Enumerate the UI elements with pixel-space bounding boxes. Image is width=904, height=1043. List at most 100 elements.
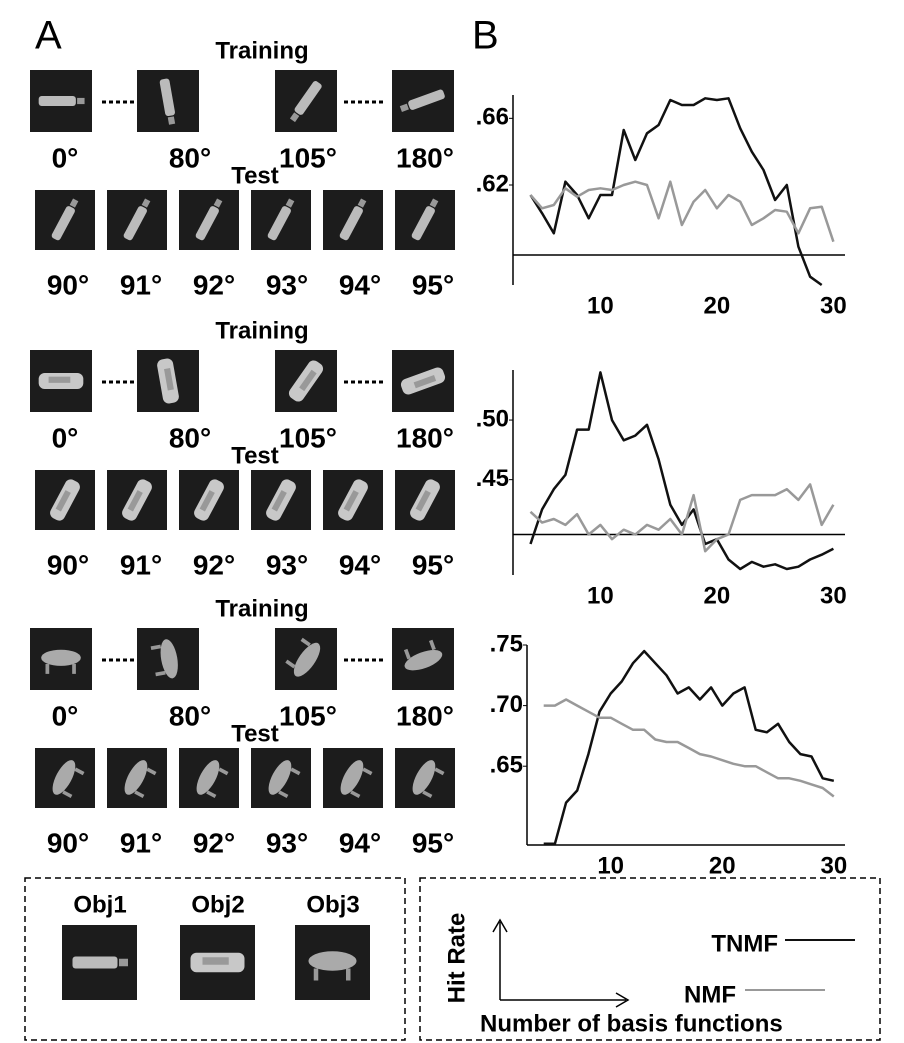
object-part (413, 375, 437, 389)
object-part (199, 490, 215, 512)
object-part (167, 116, 176, 125)
object-part (160, 639, 178, 679)
object-shape (410, 479, 440, 521)
angle-label: 180° (396, 422, 454, 453)
angle-label: 91° (120, 269, 162, 300)
object-part (119, 958, 128, 967)
series-line (543, 649, 835, 846)
object-shape (267, 198, 295, 241)
panel-label: B (472, 14, 499, 58)
angle-label: 105° (279, 422, 337, 453)
object-part (399, 103, 409, 112)
object-part (290, 767, 301, 776)
object-part (285, 198, 295, 208)
object-part (41, 649, 81, 666)
object-part (38, 96, 76, 106)
object-shape (340, 760, 373, 799)
object-part (150, 644, 162, 650)
object-part (267, 206, 291, 241)
angle-label: 95° (412, 549, 454, 580)
x-tick-label: 30 (820, 292, 847, 319)
angle-label: 90° (47, 827, 89, 858)
angle-label: 93° (266, 269, 308, 300)
object-part (403, 648, 411, 660)
object-part (48, 376, 71, 383)
angle-label: 92° (193, 549, 235, 580)
arrow-head (492, 918, 508, 933)
object-part (404, 649, 443, 671)
series-line (543, 698, 835, 798)
angle-label: 180° (396, 700, 454, 731)
object-part (62, 790, 73, 799)
y-tick-label: .75 (490, 630, 523, 657)
x-tick-label: 20 (704, 292, 731, 319)
object-part (72, 956, 118, 969)
object-shape (41, 649, 81, 674)
object-part (134, 790, 145, 799)
y-tick-label: .62 (476, 170, 509, 197)
object-part (55, 490, 71, 512)
y-tick-label: .50 (476, 405, 509, 432)
object-shape (122, 479, 152, 521)
object-part (127, 490, 143, 512)
x-tick-label: 10 (587, 582, 614, 609)
object-part (72, 663, 76, 674)
object-label: Obj2 (191, 891, 244, 918)
angle-label: 92° (193, 827, 235, 858)
object-shape (196, 760, 229, 799)
legend-label: TNMF (711, 930, 778, 957)
object-part (51, 206, 75, 241)
object-part (69, 198, 79, 208)
object-part (289, 112, 300, 123)
angle-label: 105° (279, 142, 337, 173)
object-part (271, 490, 287, 512)
object-part (123, 206, 147, 241)
angle-label: 95° (412, 827, 454, 858)
x-tick-label: 10 (597, 852, 624, 879)
angle-label: 0° (52, 422, 79, 453)
object-part (357, 198, 367, 208)
object-part (294, 81, 322, 115)
object-part (218, 767, 229, 776)
object-label: Obj1 (73, 891, 126, 918)
object-shape (190, 952, 245, 973)
series-line (529, 483, 835, 553)
x-axis-label: Number of basis functions (480, 1010, 783, 1037)
series-line (529, 180, 835, 243)
object-part (202, 957, 229, 965)
angle-label: 0° (52, 700, 79, 731)
object-part (146, 767, 157, 776)
object-shape (124, 760, 157, 799)
y-axis-label: Hit Rate (443, 913, 470, 1004)
angle-label: 90° (47, 269, 89, 300)
object-shape (72, 956, 128, 969)
object-part (293, 642, 321, 677)
angle-label: 80° (169, 422, 211, 453)
y-tick-label: .70 (490, 691, 523, 718)
angle-label: 94° (339, 827, 381, 858)
angle-label: 93° (266, 549, 308, 580)
object-shape (38, 372, 84, 390)
object-part (429, 198, 439, 208)
x-tick-label: 20 (709, 852, 736, 879)
object-part (434, 767, 445, 776)
object-shape (52, 760, 85, 799)
angle-label: 94° (339, 549, 381, 580)
object-box (24, 877, 406, 1041)
angle-label: 0° (52, 142, 79, 173)
x-tick-label: 30 (820, 852, 847, 879)
object-part (408, 89, 445, 110)
x-tick-label: 20 (704, 582, 731, 609)
object-shape (399, 89, 445, 112)
object-part (350, 790, 361, 799)
object-shape (150, 639, 178, 679)
object-shape (400, 367, 446, 395)
legend-box (419, 877, 881, 1041)
object-shape (289, 81, 322, 123)
object-shape (268, 760, 301, 799)
object-shape (50, 479, 80, 521)
object-part (308, 951, 357, 971)
object-part (411, 206, 435, 241)
training-title: Training (215, 37, 308, 64)
series-line (529, 97, 823, 287)
